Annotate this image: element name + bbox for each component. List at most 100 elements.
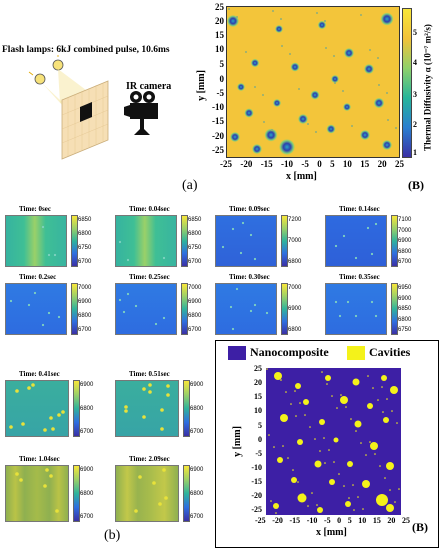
cavity-speck — [377, 399, 379, 401]
hot-spot — [162, 256, 166, 260]
frame-colorbar-tick: 6700 — [80, 429, 94, 435]
inclusion-mark — [254, 86, 256, 88]
seg-x-ticks: -25 -20 -15 -10 -5 0 5 10 15 20 25 — [255, 516, 410, 525]
inclusion-mark — [264, 128, 278, 142]
frame-time-label: Time: 0.04sec — [129, 205, 170, 213]
frame-colorbar-tick: 6800 — [80, 490, 94, 497]
thermogram-image — [5, 283, 67, 335]
cavity-speck — [394, 501, 396, 503]
hot-spot — [354, 256, 358, 260]
hot-spot — [9, 299, 13, 303]
frame-colorbar-tick: 6700 — [78, 327, 92, 333]
cavity-speck — [360, 442, 362, 444]
hot-spot — [124, 409, 128, 413]
frame-colorbar-tick: 6700 — [190, 514, 204, 520]
frame-colorbar-tick: 6800 — [190, 490, 204, 497]
thermogram-image — [325, 215, 387, 267]
cavity-blob — [386, 504, 394, 512]
map-y-label: y [mm] — [195, 70, 207, 101]
cavity-speck — [282, 445, 284, 447]
frame-colorbar-tick: 7000 — [188, 285, 202, 291]
hot-spot — [148, 383, 152, 387]
frame-colorbar-tick: 6900 — [80, 382, 94, 388]
cavity-speck — [379, 465, 381, 467]
inclusion-mark — [378, 84, 380, 86]
inclusion-mark — [290, 62, 300, 72]
cavity-blob — [347, 461, 353, 467]
hot-spot — [142, 415, 146, 419]
cavity-speck — [311, 492, 313, 494]
inclusion-mark — [310, 90, 320, 100]
cavity-speck — [294, 390, 296, 392]
hot-spot — [49, 416, 53, 420]
cavity-blob — [367, 403, 373, 409]
cavity-speck — [295, 415, 297, 417]
cavity-speck — [333, 461, 335, 463]
map-y-ticks: 25 20 15 10 5 0 -5 -10 -15 -20 -25 — [212, 2, 224, 155]
thermogram-image — [5, 215, 67, 267]
frame-colorbar-tick: 6750 — [78, 245, 92, 251]
cavity-speck — [273, 446, 275, 448]
cavity-speck — [304, 414, 306, 416]
inclusion-mark — [275, 25, 283, 33]
hot-spot — [158, 502, 162, 506]
frame-colorbar — [181, 283, 188, 335]
hot-spot — [55, 509, 59, 513]
frame-colorbar-tick: 6900 — [188, 299, 202, 305]
hot-spot — [33, 291, 37, 295]
hot-spot — [370, 252, 374, 256]
hot-spot — [164, 496, 168, 500]
hot-spot — [235, 287, 239, 291]
cavity-speck — [348, 497, 350, 499]
hot-spot — [57, 315, 61, 319]
frame-colorbar — [183, 380, 190, 437]
frame-colorbar-tick: 6800 — [188, 231, 202, 237]
thermogram-image — [5, 465, 69, 522]
inclusion-mark — [289, 53, 291, 55]
inclusion-mark — [360, 14, 362, 16]
map-corner-tag: (B) — [408, 178, 424, 192]
thermogram-image — [5, 380, 69, 437]
hot-spot — [47, 253, 51, 257]
frame-time-label: Time: 1.04sec — [19, 455, 60, 463]
legend-nanocomposite-swatch — [228, 346, 246, 360]
cavity-blob — [340, 396, 348, 404]
cavity-speck — [266, 368, 268, 370]
hot-spot — [152, 481, 156, 485]
cavity-blob — [319, 419, 325, 425]
hot-spot — [118, 298, 122, 302]
hot-spot — [253, 257, 257, 261]
hot-spot — [241, 221, 245, 225]
hot-spot — [19, 478, 23, 482]
frame-colorbar-tick: 6700 — [190, 429, 204, 435]
cavity-speck — [374, 453, 376, 455]
inclusion-mark — [236, 16, 238, 18]
inclusion-mark — [342, 90, 344, 92]
frame-colorbar — [391, 283, 398, 335]
cavity-speck — [340, 394, 342, 396]
frame-colorbar-tick: 6800 — [190, 405, 204, 412]
cavity-speck — [287, 457, 289, 459]
seg-y-ticks: 25 20 15 10 5 0 -5 -10 -15 -20 -25 — [251, 364, 262, 514]
cavity-blob — [274, 372, 282, 380]
inclusion-mark — [315, 131, 317, 133]
frame-colorbar-tick: 7000 — [288, 238, 302, 244]
cavity-speck — [353, 509, 355, 511]
frame-colorbar-tick: 7000 — [288, 285, 302, 291]
cavity-blob — [352, 378, 360, 386]
cavity-speck — [326, 383, 328, 385]
hot-spot — [154, 322, 158, 326]
inclusion-mark — [244, 108, 254, 118]
frame-colorbar — [71, 283, 78, 335]
hot-spot — [122, 310, 126, 314]
frame-time-label: Time: 0.14sec — [339, 205, 380, 213]
cavity-speck — [299, 402, 301, 404]
ir-camera-icon — [124, 91, 158, 135]
cavity-speck — [331, 395, 333, 397]
thermogram-image — [115, 215, 177, 267]
hot-spot — [31, 383, 35, 387]
hot-spot — [51, 427, 55, 431]
setup-schematic — [28, 55, 158, 160]
hot-spot — [47, 311, 51, 315]
cavity-speck — [319, 450, 321, 452]
